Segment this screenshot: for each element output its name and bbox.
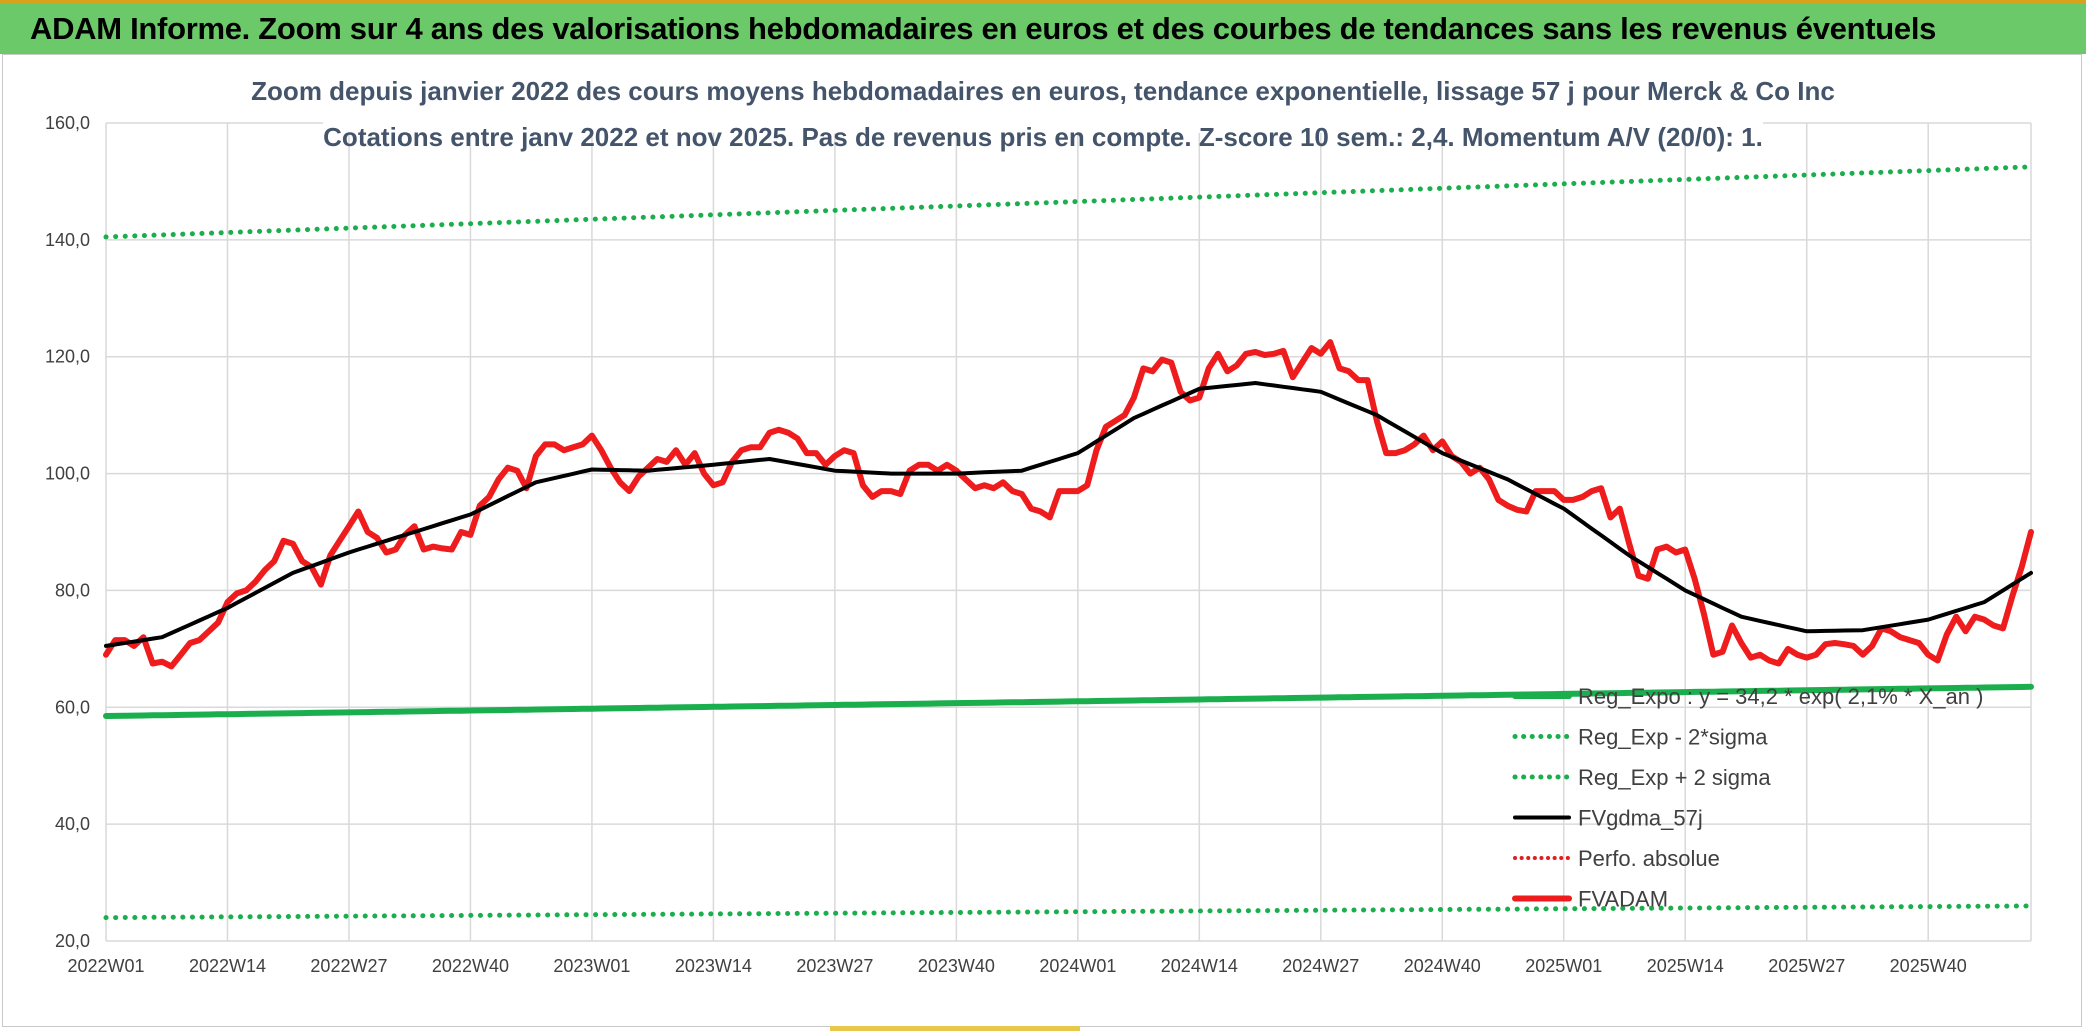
legend-label: Perfo. absolue	[1578, 846, 1720, 871]
x-tick-label: 2023W01	[553, 956, 630, 976]
x-tick-label: 2024W01	[1039, 956, 1116, 976]
y-tick-label: 100,0	[45, 464, 90, 484]
x-tick-label: 2025W14	[1647, 956, 1724, 976]
x-tick-label: 2024W40	[1404, 956, 1481, 976]
series-reg-expo	[103, 683, 2034, 719]
y-tick-label: 140,0	[45, 230, 90, 250]
x-tick-label: 2023W14	[675, 956, 752, 976]
y-tick-label: 80,0	[55, 580, 90, 600]
x-tick-label: 2025W40	[1890, 956, 1967, 976]
legend-label: Reg_Exp + 2 sigma	[1578, 765, 1771, 790]
series-fvgdma-57j	[104, 381, 2033, 648]
x-tick-label: 2022W01	[67, 956, 144, 976]
valuation-chart: Zoom depuis janvier 2022 des cours moyen…	[45, 61, 2034, 976]
y-tick-label: 20,0	[55, 931, 90, 951]
legend-label: FVgdma_57j	[1578, 806, 1703, 831]
chart-subtitle-line2: Cotations entre janv 2022 et nov 2025. P…	[323, 122, 1763, 152]
x-tick-label: 2024W27	[1282, 956, 1359, 976]
series-reg-exp-plus-2sigma	[103, 164, 2034, 240]
legend-label: Reg_Exp - 2*sigma	[1578, 725, 1768, 750]
x-tick-label: 2024W14	[1161, 956, 1238, 976]
x-tick-label: 2023W40	[918, 956, 995, 976]
x-tick-label: 2025W01	[1525, 956, 1602, 976]
x-tick-label: 2023W27	[796, 956, 873, 976]
series-reg-exp-minus-2sigma	[103, 903, 2034, 921]
y-tick-label: 60,0	[55, 697, 90, 717]
x-tick-label: 2022W40	[432, 956, 509, 976]
title-background	[323, 61, 1763, 133]
x-tick-label: 2022W27	[310, 956, 387, 976]
report-banner: ADAM Informe. Zoom sur 4 ans des valoris…	[0, 0, 2086, 54]
report-title: ADAM Informe. Zoom sur 4 ans des valoris…	[30, 11, 1937, 46]
chart-frame: Zoom depuis janvier 2022 des cours moyen…	[2, 54, 2082, 1027]
series-fvadam	[103, 339, 2034, 670]
x-tick-label: 2025W27	[1768, 956, 1845, 976]
legend-label: FVADAM	[1578, 887, 1668, 912]
y-tick-label: 120,0	[45, 347, 90, 367]
bottom-accent-bar	[830, 1026, 1080, 1031]
axes: 20,0 40,0 60,0 80,0 100,0 120,0 140,0 160,0 2022…	[45, 113, 1967, 976]
chart-subtitle-line1: Zoom depuis janvier 2022 des cours moyen…	[251, 76, 1835, 106]
legend-label: Reg_Expo : y = 34,2 * exp( 2,1% * X_an )	[1578, 684, 1983, 709]
chart-title-block: Zoom depuis janvier 2022 des cours moyen…	[251, 61, 1835, 152]
y-tick-label: 40,0	[55, 814, 90, 834]
x-tick-label: 2022W14	[189, 956, 266, 976]
y-tick-label: 160,0	[45, 113, 90, 133]
series-layer	[103, 164, 2034, 921]
grid	[105, 122, 2032, 942]
legend: Reg_Expo : y = 34,2 * exp( 2,1% * X_an )…	[1512, 684, 1983, 912]
